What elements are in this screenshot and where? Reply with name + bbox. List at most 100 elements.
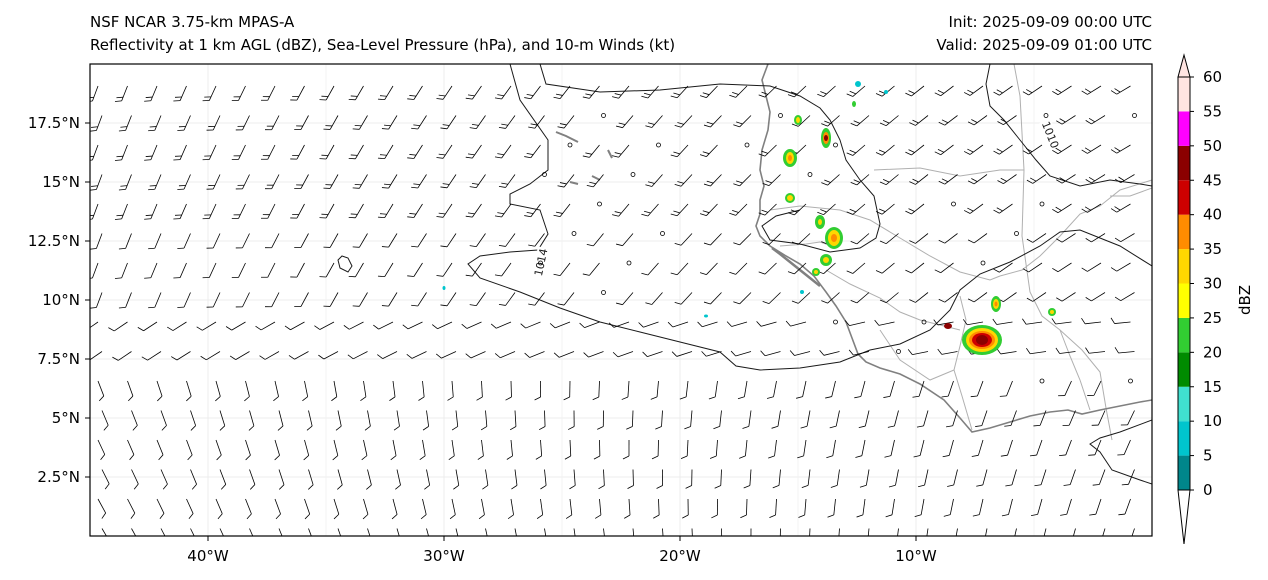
colorbar-segment <box>1178 317 1190 353</box>
wind-barb <box>592 380 600 401</box>
wind-barb <box>505 380 512 401</box>
lon-tick-label: 30°W <box>423 547 465 565</box>
wind-barb <box>108 321 128 332</box>
lat-tick-label: 2.5°N <box>37 468 80 486</box>
wind-barb <box>612 351 634 358</box>
wind-barb-calm <box>833 319 838 325</box>
wind-barb <box>461 321 482 329</box>
wind-barb <box>514 528 519 536</box>
wind-barb-calm <box>630 172 636 177</box>
wind-barb <box>465 85 482 100</box>
wind-barb <box>616 115 634 129</box>
wind-barb <box>366 469 372 490</box>
wind-barb <box>160 410 167 431</box>
wind-barb <box>1110 203 1131 213</box>
colorbar-segment <box>1178 214 1190 250</box>
wind-barb <box>999 380 1013 397</box>
valid-time: Valid: 2025-09-09 01:00 UTC <box>936 36 1152 54</box>
wind-barb <box>219 528 228 536</box>
coastline-island <box>569 181 579 185</box>
wind-barb <box>709 439 718 459</box>
wind-barb <box>830 469 840 488</box>
wind-barb <box>118 115 132 132</box>
latitude-ticks: 2.5°N 5°N 7.5°N 10°N 12.5°N 15°N 17.5°N <box>28 114 90 486</box>
wind-barb <box>148 292 162 309</box>
wind-barb <box>144 85 158 102</box>
wind-barb <box>938 174 958 185</box>
wind-barb <box>983 528 988 536</box>
wind-barb <box>697 321 718 328</box>
wind-barb <box>273 380 279 402</box>
wind-barb <box>905 85 925 97</box>
wind-barb <box>137 321 158 332</box>
wind-barb <box>743 469 752 489</box>
wind-barb <box>742 410 752 429</box>
wind-barb <box>333 498 340 520</box>
wind-barb <box>674 233 693 246</box>
storm-cell <box>991 296 1001 312</box>
wind-barb <box>318 351 339 360</box>
isobar-label-bg <box>531 246 550 279</box>
wind-barb <box>352 233 368 248</box>
wind-barb <box>261 85 276 101</box>
wind-barb <box>393 410 400 431</box>
wind-barb <box>670 144 689 158</box>
wind-barb <box>278 528 286 536</box>
wind-barb <box>509 410 517 431</box>
wind-barb <box>352 115 368 130</box>
wind-barb <box>750 528 752 536</box>
lat-lon-gridlines <box>90 64 1152 536</box>
wind-barb <box>733 233 752 246</box>
wind-barb-calm <box>660 231 665 236</box>
wind-barb <box>436 144 453 159</box>
wind-barb <box>332 439 339 461</box>
wind-barb <box>801 469 811 489</box>
wind-barb <box>645 174 663 187</box>
wind-barb-calm <box>1039 201 1045 207</box>
wind-barb <box>290 144 305 160</box>
wind-barb <box>200 351 221 361</box>
wind-barb <box>787 85 807 98</box>
wind-barb <box>264 233 280 249</box>
wind-barbs <box>90 85 1137 536</box>
wind-barb <box>426 528 432 536</box>
wind-barb <box>993 85 1013 96</box>
wind-barb <box>1121 469 1135 486</box>
wind-barb <box>721 528 723 536</box>
wind-barb <box>407 144 423 159</box>
wind-barb <box>101 469 110 490</box>
wind-barb <box>411 174 427 189</box>
wind-barb <box>186 380 192 402</box>
wind-barb <box>1052 203 1072 214</box>
colorbar-tick-label: 50 <box>1203 137 1222 155</box>
wind-barb <box>674 174 693 187</box>
wind-barb <box>215 439 222 461</box>
wind-barb <box>177 292 191 308</box>
wind-barb <box>284 321 305 331</box>
model-title: NSF NCAR 3.75-km MPAS-A <box>90 13 295 31</box>
wind-barb <box>248 410 255 431</box>
storm-cell <box>800 290 804 294</box>
wind-barb <box>714 469 722 489</box>
wind-barb <box>762 174 781 186</box>
wind-barb <box>520 321 541 329</box>
wind-barb <box>624 498 631 519</box>
storm-cell <box>852 101 856 107</box>
wind-barb <box>274 439 280 461</box>
wind-barb <box>703 174 722 187</box>
coastline <box>555 64 1152 433</box>
wind-barb <box>1026 174 1047 184</box>
isobar-1016-loop <box>337 255 353 273</box>
wind-barb <box>954 528 958 536</box>
wind-barb <box>997 174 1017 185</box>
storm-cell <box>783 149 797 167</box>
wind-barb <box>655 410 663 430</box>
wind-barb <box>1059 439 1072 457</box>
wind-barb <box>905 144 925 156</box>
wind-barb-calm <box>1039 378 1045 384</box>
wind-barb <box>967 115 988 126</box>
wind-barb <box>967 174 988 185</box>
wind-barb <box>768 439 777 459</box>
wind-barb <box>638 321 659 328</box>
wind-barb <box>758 262 777 275</box>
